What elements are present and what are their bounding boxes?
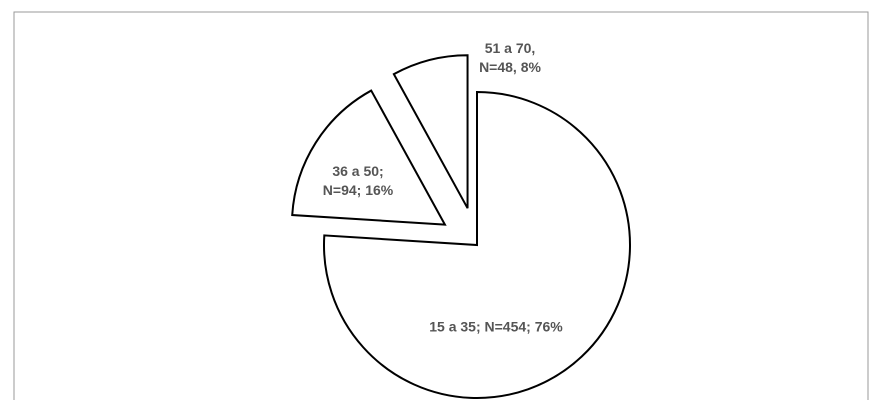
slice-label: 15 a 35; N=454; 76% bbox=[429, 318, 563, 335]
pie-slice bbox=[291, 89, 447, 226]
chart-frame bbox=[13, 11, 869, 400]
slice-label: 36 a 50; N=94; 16% bbox=[322, 163, 394, 198]
slice-label: 51 a 70, N=48, 8% bbox=[479, 40, 541, 75]
pie-slice bbox=[392, 54, 469, 209]
pie-slice bbox=[323, 90, 631, 399]
